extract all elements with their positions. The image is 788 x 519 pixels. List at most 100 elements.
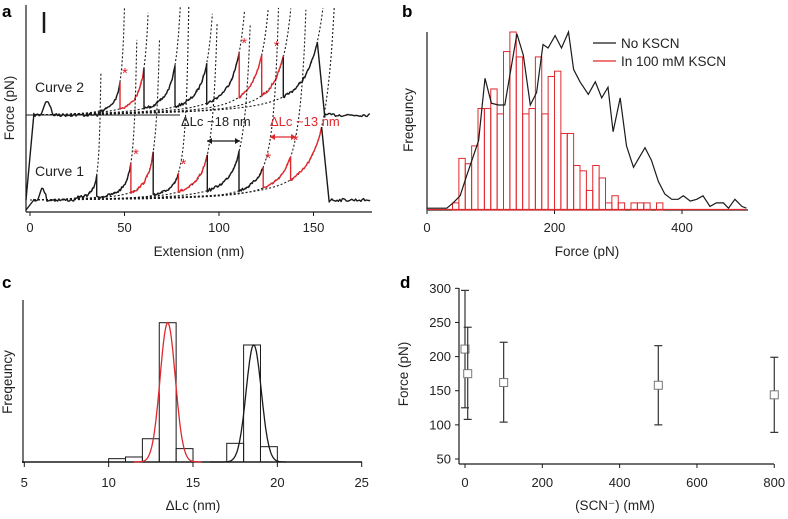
histogram-bar <box>477 108 485 211</box>
black-trace-segment <box>238 151 264 193</box>
asterisk-marker: * <box>122 65 128 82</box>
red-trace-segment <box>177 154 208 194</box>
wlc-fit-dashed-curve <box>30 10 246 116</box>
y-axis-label: Force (pN) <box>396 342 411 407</box>
red-trace-segment <box>238 52 263 99</box>
curve-2: * * * <box>25 6 371 201</box>
histogram-bar <box>541 113 549 211</box>
wlc-fit-dashed-curve <box>30 12 149 116</box>
red-trace-segment <box>130 151 154 195</box>
wlc-fit-dashed-curve <box>30 6 335 201</box>
histogram-bar <box>503 51 511 211</box>
x-tick-label: 150 <box>303 220 325 235</box>
histogram-bar <box>598 177 606 211</box>
delta-lc-13-label: ΔLc ~13 nm <box>270 114 340 129</box>
y-tick-label: 200 <box>429 349 451 364</box>
data-point-square <box>463 369 473 379</box>
histogram-bar <box>566 132 575 211</box>
histogram-bar <box>585 189 594 211</box>
red-trace-segment <box>262 156 292 189</box>
panel-d-force-vs-scn: 50 100 150 200 250 300 0 200 400 600 800 (SCN⁻) (mM… <box>396 281 785 513</box>
histogram-bar <box>496 113 504 211</box>
legend-label-no-kscn: No KSCN <box>621 36 680 51</box>
black-trace-segment <box>152 151 180 196</box>
x-tick-label: 200 <box>531 475 553 490</box>
delta-lc-18-label: ΔLc ~18 nm <box>181 114 251 129</box>
black-trace-segment <box>174 63 208 109</box>
asterisk-marker: * <box>274 38 280 55</box>
data-point-square <box>499 378 509 388</box>
black-trace-segment <box>316 41 371 118</box>
x-tick-label: 200 <box>544 220 566 235</box>
data-point-square <box>769 390 779 400</box>
panel-b-force-histogram: 0 200 400 Force (pN) Freqeuncy No KSCN In 100 … <box>401 29 748 259</box>
x-tick-label: 0 <box>26 220 33 235</box>
panel-label-d: d <box>400 273 410 292</box>
x-tick-label: 100 <box>208 220 230 235</box>
curve-2-label: Curve 2 <box>35 79 84 95</box>
black-trace-segment <box>205 52 240 106</box>
y-tick-label: 100 <box>429 417 451 432</box>
red-trace-segment <box>261 55 284 97</box>
legend-label-kscn: In 100 mM KSCN <box>621 54 726 69</box>
black-trace-segment <box>25 82 121 201</box>
histogram-bar <box>515 56 524 211</box>
black-trace-segment <box>25 175 98 211</box>
y-axis-label: Force (pN) <box>2 76 17 141</box>
histogram-bar <box>158 322 177 463</box>
histogram-bar <box>471 145 479 211</box>
histogram-bar <box>554 70 562 211</box>
red-gaussian-fit <box>134 321 202 463</box>
histogram-bar <box>490 88 498 211</box>
data-point-square <box>653 380 663 390</box>
black-trace-segment <box>95 162 132 199</box>
wlc-fit-dashed-curve <box>30 6 181 116</box>
y-tick-label: 250 <box>429 315 451 330</box>
asterisk-marker: * <box>293 132 299 149</box>
y-axis-label: Freqeuncy <box>401 88 416 152</box>
histogram-bar <box>483 108 492 211</box>
panel-label-c: c <box>2 273 11 292</box>
x-tick-label: 5 <box>21 475 28 490</box>
wlc-fit-dashed-curve <box>30 9 269 116</box>
histogram-bar <box>243 344 261 463</box>
y-tick-label: 150 <box>429 383 451 398</box>
histogram-bar <box>528 108 536 211</box>
x-axis-label: (SCN⁻) (mM) <box>575 498 655 513</box>
histogram-bar <box>522 113 530 211</box>
x-tick-label: 400 <box>609 475 631 490</box>
black-trace-segment <box>206 150 240 193</box>
x-tick-label: 15 <box>186 475 200 490</box>
panel-label-b: b <box>402 2 412 21</box>
data-point-square <box>460 344 470 354</box>
panel-label-a: a <box>2 2 12 21</box>
asterisk-marker: * <box>133 146 139 163</box>
curve-1: * * * * <box>25 6 371 211</box>
y-axis-label: Freqeuncy <box>0 350 15 414</box>
black-trace-segment <box>320 126 371 203</box>
histogram-bar <box>226 442 245 463</box>
histogram-bar <box>547 76 555 211</box>
x-axis-label: ΔLc (nm) <box>166 498 221 513</box>
asterisk-marker: * <box>241 35 247 52</box>
x-tick-label: 20 <box>270 475 284 490</box>
histogram-bar <box>592 165 600 211</box>
black-gaussian-fit <box>209 344 286 463</box>
x-axis-label: Force (pN) <box>555 244 620 259</box>
black-trace-segment <box>282 42 318 99</box>
black-trace-segment <box>143 65 176 110</box>
x-tick-label: 400 <box>671 220 693 235</box>
asterisk-marker: * <box>265 150 271 167</box>
x-tick-label: 50 <box>117 220 131 235</box>
x-tick-label: 10 <box>101 475 115 490</box>
red-trace-segment <box>119 68 145 110</box>
asterisk-marker: * <box>180 156 186 173</box>
x-tick-label: 800 <box>763 475 785 490</box>
x-tick-label: 600 <box>686 475 708 490</box>
wlc-fit-dashed-curve <box>30 6 190 201</box>
wlc-fit-dashed-curve <box>30 7 324 116</box>
y-tick-label: 300 <box>429 281 451 296</box>
histogram-bar <box>579 170 587 211</box>
panel-c-dlc-histogram: 5 10 15 20 25 ΔLc (nm) Freqeuncy <box>0 300 369 513</box>
